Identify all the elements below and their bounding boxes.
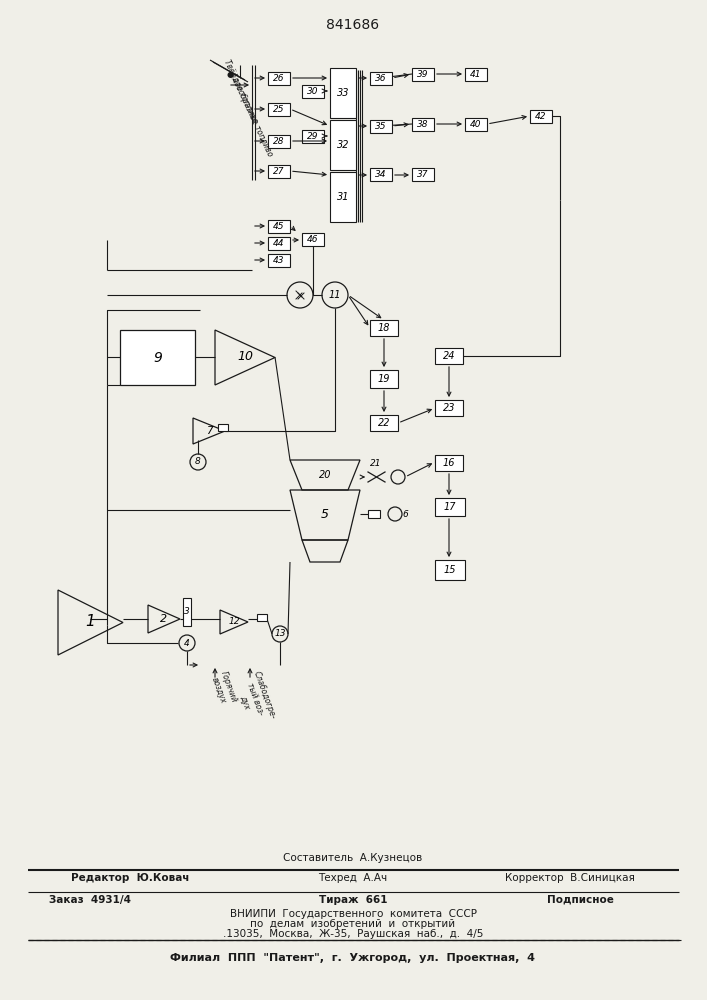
Text: 11: 11 xyxy=(329,290,341,300)
Text: Заказ  4931/4: Заказ 4931/4 xyxy=(49,895,131,905)
Bar xyxy=(330,68,356,118)
Bar xyxy=(370,320,398,336)
Bar xyxy=(370,72,392,85)
Text: 8: 8 xyxy=(195,458,201,466)
Text: 30: 30 xyxy=(308,87,319,96)
Text: 4: 4 xyxy=(184,639,190,648)
Text: Подписное: Подписное xyxy=(547,895,614,905)
Text: 5: 5 xyxy=(321,508,329,522)
Text: 34: 34 xyxy=(375,170,387,179)
Text: 27: 27 xyxy=(273,167,285,176)
Text: 40: 40 xyxy=(470,120,481,129)
Text: по  делам  изобретений  и  открытий: по делам изобретений и открытий xyxy=(250,919,455,929)
Bar xyxy=(268,254,290,267)
Text: 43: 43 xyxy=(273,256,285,265)
Text: .13035,  Москва,  Ж-35,  Раушская  наб.,  д.  4/5: .13035, Москва, Ж-35, Раушская наб., д. … xyxy=(223,929,483,939)
Text: 24: 24 xyxy=(443,351,455,361)
Text: Горячий
воздух: Горячий воздух xyxy=(209,670,239,708)
Text: 21: 21 xyxy=(370,459,382,468)
Text: 26: 26 xyxy=(273,74,285,83)
Bar xyxy=(435,560,465,580)
Text: ●: ● xyxy=(226,70,233,80)
Bar xyxy=(268,72,290,85)
Bar xyxy=(330,172,356,222)
Text: 13: 13 xyxy=(274,630,286,639)
Text: 841686: 841686 xyxy=(327,18,380,32)
Text: Филиал  ППП  "Патент",  г.  Ужгород,  ул.  Проектная,  4: Филиал ППП "Патент", г. Ужгород, ул. Про… xyxy=(170,953,535,963)
Text: 33: 33 xyxy=(337,88,349,98)
Bar xyxy=(370,120,392,133)
Bar xyxy=(435,498,465,516)
Text: Твёрдое топливо: Твёрдое топливо xyxy=(222,58,259,124)
Text: 22: 22 xyxy=(378,418,390,428)
Text: 12: 12 xyxy=(228,617,240,626)
Bar xyxy=(465,118,487,131)
Text: 44: 44 xyxy=(273,239,285,248)
Text: 46: 46 xyxy=(308,235,319,244)
Bar xyxy=(330,120,356,170)
Bar xyxy=(268,135,290,148)
Text: 42: 42 xyxy=(535,112,547,121)
Text: 20: 20 xyxy=(319,470,332,480)
Bar xyxy=(435,455,463,471)
Text: 32: 32 xyxy=(337,140,349,150)
Text: 15: 15 xyxy=(444,565,456,575)
Bar xyxy=(268,220,290,233)
Text: Газообразное топливо: Газообразное топливо xyxy=(228,72,274,158)
Text: 23: 23 xyxy=(443,403,455,413)
Bar xyxy=(530,110,552,123)
Text: Слабодогре-
тый воз-
дух: Слабодогре- тый воз- дух xyxy=(233,670,278,728)
Text: 35: 35 xyxy=(375,122,387,131)
Text: 2: 2 xyxy=(160,614,168,624)
Bar xyxy=(465,68,487,81)
Bar xyxy=(412,68,434,81)
Bar xyxy=(370,168,392,181)
Text: 7: 7 xyxy=(206,426,212,436)
Bar xyxy=(120,330,195,385)
Bar xyxy=(302,233,324,246)
Text: 1: 1 xyxy=(85,614,95,630)
Text: Составитель  А.Кузнецов: Составитель А.Кузнецов xyxy=(284,853,423,863)
Text: 31: 31 xyxy=(337,192,349,202)
Text: 37: 37 xyxy=(417,170,428,179)
Bar xyxy=(183,598,191,626)
Text: 25: 25 xyxy=(273,105,285,114)
Text: 29: 29 xyxy=(308,132,319,141)
Text: ВНИИПИ  Государственного  комитета  СССР: ВНИИПИ Государственного комитета СССР xyxy=(230,909,477,919)
Bar xyxy=(268,237,290,250)
Text: Редактор  Ю.Ковач: Редактор Ю.Ковач xyxy=(71,873,189,883)
Text: 45: 45 xyxy=(273,222,285,231)
Bar xyxy=(257,614,267,621)
Bar xyxy=(412,118,434,131)
Bar xyxy=(268,103,290,116)
Bar xyxy=(435,400,463,416)
Text: 41: 41 xyxy=(470,70,481,79)
Text: Тираж  661: Тираж 661 xyxy=(319,895,387,905)
Bar xyxy=(412,168,434,181)
Text: Техред  А.Ач: Техред А.Ач xyxy=(318,873,387,883)
Bar xyxy=(268,165,290,178)
Text: 16: 16 xyxy=(443,458,455,468)
Bar xyxy=(435,348,463,364)
Bar xyxy=(368,510,380,518)
Text: Корректор  В.Синицкая: Корректор В.Синицкая xyxy=(505,873,635,883)
Bar xyxy=(370,370,398,388)
Text: 39: 39 xyxy=(417,70,428,79)
Text: 28: 28 xyxy=(273,137,285,146)
Text: 3: 3 xyxy=(184,607,190,616)
Text: 6: 6 xyxy=(402,510,408,519)
Text: 17: 17 xyxy=(444,502,456,512)
Text: 10: 10 xyxy=(237,351,253,363)
Text: 18: 18 xyxy=(378,323,390,333)
Text: 36: 36 xyxy=(375,74,387,83)
Bar xyxy=(218,424,228,431)
Bar xyxy=(302,130,324,143)
Bar xyxy=(302,85,324,98)
Text: 38: 38 xyxy=(417,120,428,129)
Bar xyxy=(370,415,398,431)
Text: 19: 19 xyxy=(378,374,390,384)
Text: 9: 9 xyxy=(153,351,162,364)
